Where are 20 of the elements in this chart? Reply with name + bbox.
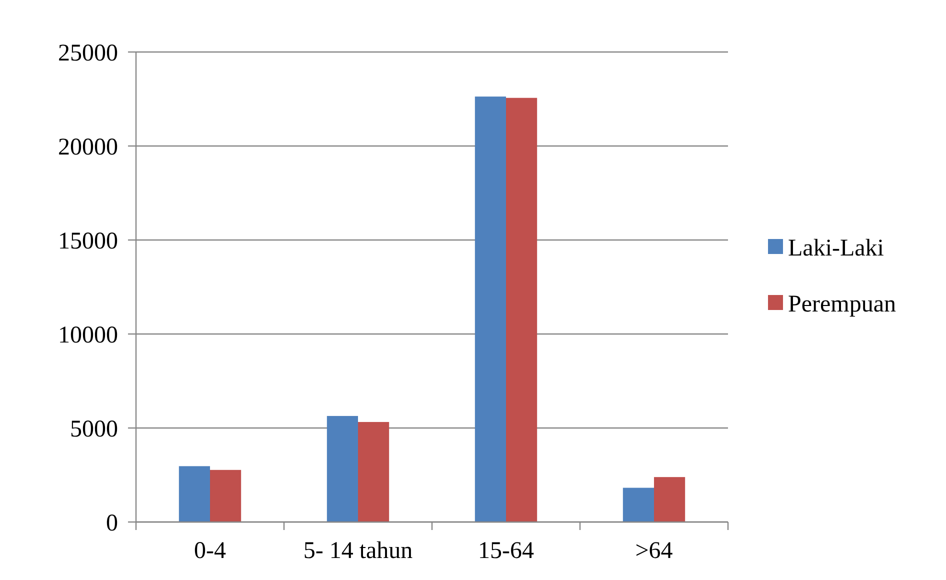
- bar: [474, 96, 506, 522]
- bar: [358, 422, 390, 522]
- y-tick-label: 5000: [70, 416, 118, 442]
- bar: [178, 466, 210, 522]
- y-tick-label: 0: [106, 510, 118, 536]
- x-tick-label: 0-4: [194, 538, 226, 564]
- bar: [326, 416, 358, 522]
- y-tick-label: 10000: [58, 322, 118, 348]
- legend-label: Laki-Laki: [788, 235, 884, 262]
- bar: [622, 488, 654, 522]
- x-tick-label: 15-64: [478, 538, 534, 564]
- bar: [654, 477, 686, 522]
- x-tick-label: >64: [635, 538, 673, 564]
- bar: [506, 98, 538, 522]
- legend-label: Perempuan: [788, 291, 896, 318]
- y-tick-label: 20000: [58, 134, 118, 160]
- bar: [210, 470, 242, 522]
- y-tick-label: 15000: [58, 228, 118, 254]
- x-tick-label: 5- 14 tahun: [303, 538, 413, 564]
- y-tick-label: 25000: [58, 40, 118, 66]
